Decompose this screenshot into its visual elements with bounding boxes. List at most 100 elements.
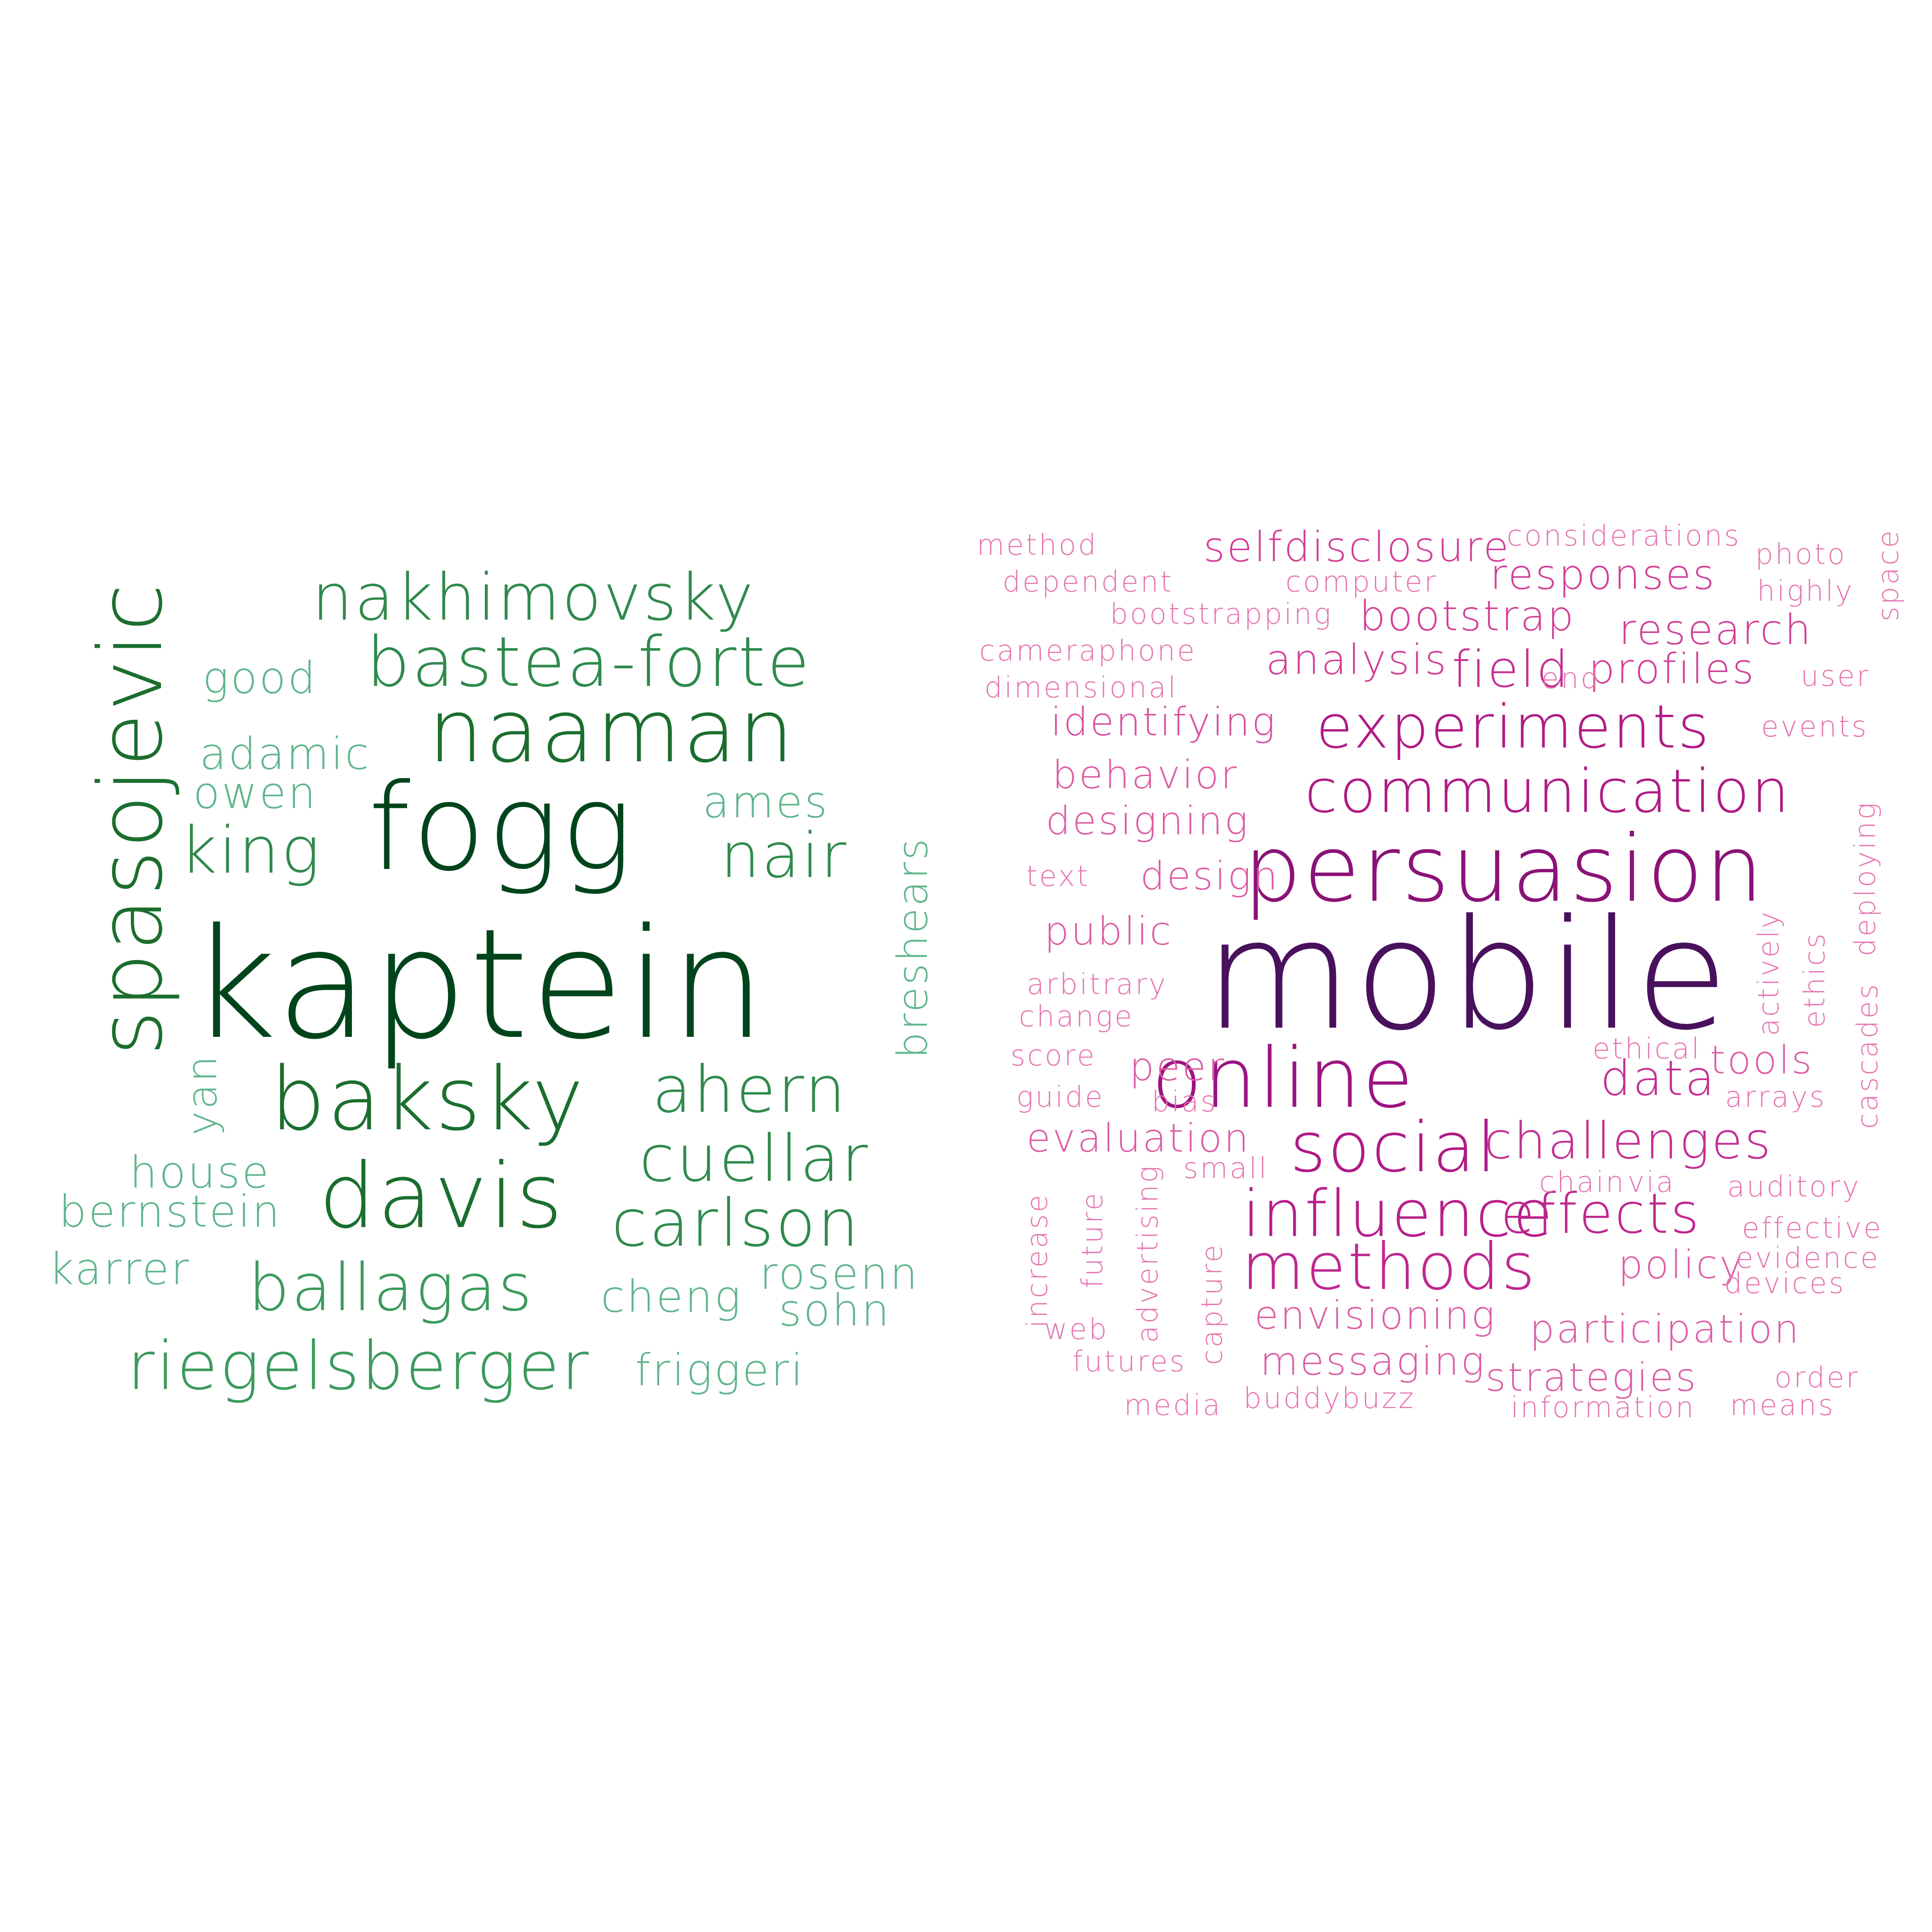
topic-word-envisioning: envisioning — [1254, 1293, 1497, 1339]
topic-word-participation: participation — [1530, 1306, 1801, 1352]
topic-word-computer: computer — [1285, 565, 1438, 598]
topic-word-cameraphone: cameraphone — [979, 634, 1197, 667]
author-word-rosenn: rosenn — [759, 1248, 920, 1300]
author-word-nair: nair — [720, 819, 848, 892]
topic-word-guide: guide — [1016, 1080, 1104, 1114]
author-word-cheng: cheng — [600, 1271, 743, 1322]
author-word-riegelsberger: riegelsberger — [127, 1327, 591, 1405]
author-word-yan: yan — [178, 1054, 226, 1136]
topic-word-bootstrapping: bootstrapping — [1110, 597, 1333, 631]
topic-word-social: social — [1290, 1108, 1498, 1188]
topic-word-profiles: profiles — [1588, 645, 1756, 693]
topic-word-bootstrap: bootstrap — [1359, 592, 1576, 640]
topic-word-evidence: evidence — [1736, 1241, 1880, 1275]
topic-word-influence: influence — [1242, 1177, 1555, 1252]
topic-word-considerations: considerations — [1506, 519, 1741, 552]
topic-word-space: space — [1871, 529, 1905, 621]
author-word-king: king — [179, 813, 322, 888]
author-word-bastea-forte: bastea-forte — [366, 622, 811, 702]
author-word-house: house — [129, 1147, 271, 1198]
topic-word-arbitrary: arbitrary — [1026, 967, 1168, 1001]
topic-word-dependent: dependent — [1002, 565, 1173, 598]
topic-word-events: events — [1761, 710, 1869, 743]
topic-word-highly: highly — [1757, 574, 1854, 608]
topic-word-messaging: messaging — [1260, 1339, 1486, 1385]
author-word-baksky: baksky — [270, 1048, 586, 1150]
topic-word-advertising: advertising — [1131, 1164, 1164, 1343]
author-word-friggeri: friggeri — [635, 1345, 805, 1396]
topic-word-design: design — [1140, 853, 1280, 899]
topic-word-small: small — [1183, 1151, 1269, 1185]
author-word-breshears: breshears — [889, 837, 937, 1058]
topic-word-arrays: arrays — [1725, 1080, 1826, 1114]
author-word-ballagas: ballagas — [248, 1250, 534, 1326]
topic-word-effective: effective — [1742, 1211, 1883, 1245]
topic-word-dimensional: dimensional — [984, 671, 1178, 704]
topic-word-identifying: identifying — [1051, 699, 1277, 745]
topic-word-capture: capture — [1195, 1243, 1229, 1365]
topic-word-selfdisclosure: selfdisclosure — [1203, 523, 1511, 571]
topic-word-via: via — [1627, 1165, 1675, 1199]
topic-word-devices: devices — [1724, 1266, 1846, 1300]
topic-word-bias: bias — [1151, 1085, 1218, 1118]
topic-word-futures: futures — [1072, 1345, 1186, 1378]
topic-word-strategies: strategies — [1485, 1355, 1698, 1401]
topic-word-ethics: ethics — [1798, 932, 1831, 1028]
topic-word-designing: designing — [1046, 798, 1250, 844]
topic-word-information: information — [1511, 1391, 1696, 1424]
topic-word-data: data — [1600, 1050, 1717, 1107]
author-word-kaptein: kaptein — [189, 896, 768, 1073]
author-word-owen: owen — [193, 768, 318, 819]
author-word-spasojevic: spasojevic — [80, 581, 182, 1056]
topic-word-cascades: cascades — [1851, 982, 1884, 1129]
topic-word-text: text — [1026, 859, 1090, 893]
author-word-fogg: fogg — [368, 759, 635, 897]
topic-word-deploying: deploying — [1848, 800, 1882, 957]
topic-word-web: web — [1044, 1312, 1109, 1346]
topic-word-media: media — [1124, 1388, 1222, 1422]
topic-word-future: future — [1075, 1191, 1109, 1288]
topic-word-end: end — [1541, 661, 1601, 695]
topic-word-responses: responses — [1490, 551, 1716, 599]
topic-word-field: field — [1452, 640, 1570, 699]
author-word-adamic: adamic — [200, 729, 371, 780]
topic-word-peer: peer — [1129, 1044, 1226, 1090]
author-word-sohn: sohn — [778, 1285, 891, 1336]
author-word-bernstein: bernstein — [58, 1186, 282, 1237]
topic-word-method: method — [977, 528, 1098, 562]
topic-word-increase: increase — [1020, 1193, 1054, 1328]
topic-word-order: order — [1774, 1361, 1860, 1394]
author-word-good: good — [202, 653, 317, 704]
topic-word-actively: actively — [1752, 909, 1785, 1036]
topic-word-ethical: ethical — [1592, 1032, 1702, 1065]
author-word-naaman: naaman — [428, 680, 796, 782]
topic-word-behavior: behavior — [1052, 752, 1239, 798]
topic-word-mobile: mobile — [1204, 887, 1731, 1064]
author-word-ames: ames — [702, 777, 829, 828]
topic-word-public: public — [1044, 908, 1173, 954]
author-word-nakhimovsky: nakhimovsky — [312, 560, 755, 635]
topic-word-evaluation: evaluation — [1026, 1116, 1251, 1162]
topic-word-methods: methods — [1242, 1230, 1537, 1305]
author-word-karrer: karrer — [48, 1244, 191, 1295]
topic-word-online: online — [1151, 1030, 1415, 1127]
topic-word-change: change — [1018, 1000, 1134, 1033]
topic-word-analysis: analysis — [1265, 636, 1449, 684]
topic-word-buddybuzz: buddybuzz — [1243, 1381, 1415, 1415]
topic-word-experiments: experiments — [1316, 692, 1711, 762]
author-word-cloud: kaptein fogg spasojevic baksky naaman davis na… — [48, 560, 937, 1405]
topic-word-user: user — [1800, 659, 1870, 693]
topic-word-chain: chain — [1539, 1165, 1626, 1199]
topic-word-communication: communication — [1305, 756, 1791, 826]
topic-word-means: means — [1730, 1388, 1835, 1422]
topic-word-challenges: challenges — [1484, 1111, 1773, 1170]
author-word-cuellar: cuellar — [639, 1121, 870, 1196]
topic-word-effects: effects — [1501, 1182, 1701, 1246]
topic-word-policy: policy — [1618, 1242, 1745, 1288]
topic-word-score: score — [1010, 1039, 1097, 1072]
author-word-ahern: ahern — [652, 1052, 848, 1127]
topic-word-research: research — [1619, 606, 1813, 654]
topic-word-photo: photo — [1755, 537, 1847, 571]
topic-word-auditory: auditory — [1727, 1170, 1861, 1203]
topic-word-cloud: mobile persuasion online communication exper… — [966, 0, 1932, 1932]
